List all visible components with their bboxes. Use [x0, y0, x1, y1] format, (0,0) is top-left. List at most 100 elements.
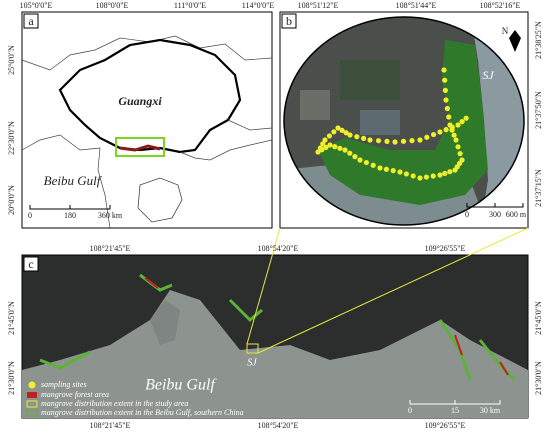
sampling-site [315, 149, 321, 155]
scale-label: 0 [28, 211, 32, 220]
scale-label: 360 km [98, 211, 123, 220]
sampling-site [337, 145, 343, 151]
sampling-site [370, 162, 376, 168]
mangrove-strip [119, 144, 161, 152]
site-label: SJ [247, 357, 257, 368]
panel-a-frame [21, 11, 273, 229]
sampling-site [417, 175, 423, 181]
sampling-site [417, 137, 423, 143]
north-arrow [509, 30, 521, 52]
sampling-site [326, 133, 333, 139]
site-label: SJ [482, 68, 494, 82]
lat-label: 21°30'0"N [7, 361, 16, 395]
scale-bar [409, 400, 501, 405]
sampling-site [343, 130, 349, 136]
border [21, 134, 101, 151]
lon-label: 108°0'0"E [96, 1, 129, 10]
connector-lines [246, 227, 529, 354]
scale-label: 15 [451, 406, 459, 415]
sampling-site [347, 150, 353, 156]
sampling-site [430, 173, 436, 179]
legend-swatch [26, 409, 38, 417]
panel-label-box [281, 13, 297, 29]
sampling-site [331, 129, 337, 135]
lat-label: 21°30'0"N [534, 361, 543, 395]
lon-label: 114°0'0"E [242, 1, 275, 10]
scale-label: 30 km [480, 406, 501, 415]
lon-label: 111°0'0"E [174, 1, 206, 10]
sampling-site [403, 171, 409, 177]
sampling-sites [315, 67, 469, 181]
sampling-site [442, 87, 448, 93]
sampling-site [457, 151, 463, 157]
legend-swatch [26, 400, 38, 408]
region-label: Guangxi [118, 94, 162, 108]
sampling-site [367, 137, 373, 143]
sampling-site [410, 173, 416, 179]
sampling-site [449, 124, 455, 130]
sampling-site [443, 127, 449, 133]
scale-label: 600 m [506, 210, 527, 219]
sampling-site [392, 139, 398, 145]
sampling-site [437, 172, 443, 178]
panel-label-box [23, 13, 39, 29]
sampling-site [423, 174, 429, 180]
sampling-site [444, 105, 450, 112]
sampling-site [400, 138, 407, 144]
lat-label: 22°30'0"N [7, 121, 16, 155]
sampling-site [354, 134, 360, 140]
sampling-site [383, 166, 389, 172]
sampling-site [443, 97, 449, 103]
scale-bar [466, 203, 524, 208]
scale-label: 300 [489, 210, 501, 219]
lat-label: 21°38'25"N [534, 21, 543, 59]
lon-label: 108°54'20"E [258, 421, 299, 430]
lon-label: 108°51'44"E [396, 1, 437, 10]
guangxi-outline [58, 38, 242, 154]
lat-label: 21°37'50"N [534, 91, 543, 129]
lon-label: 108°54'20"E [258, 244, 299, 253]
scale-label: 0 [465, 210, 469, 219]
legend-label: mangrove forest area [41, 390, 109, 399]
panel-label: a [28, 14, 34, 28]
lat-label: 21°45'0"N [534, 301, 543, 335]
sampling-site [431, 131, 437, 138]
scale-bar [29, 205, 111, 210]
sampling-site [377, 165, 383, 171]
lat-label: 21°37'15"N [534, 169, 543, 207]
sampling-site [375, 138, 382, 144]
sampling-site [463, 115, 469, 121]
sampling-site [327, 142, 333, 148]
sampling-site [397, 169, 403, 175]
sampling-site [332, 144, 338, 150]
sampling-site [363, 159, 369, 166]
lat-label: 25°0'0"N [7, 45, 16, 75]
panel-label-box [23, 256, 39, 272]
sea-label: Beibu Gulf [145, 377, 217, 394]
scale-label: 0 [408, 406, 412, 415]
lon-label: 108°52'16"E [480, 1, 521, 10]
image-outline [283, 16, 525, 226]
sampling-site [352, 154, 358, 160]
sampling-site [451, 132, 457, 138]
lon-label: 109°26'55"E [425, 421, 466, 430]
sampling-site [455, 144, 461, 150]
sampling-site [459, 119, 465, 125]
sampling-site [323, 144, 329, 150]
lon-label: 108°21'45"E [90, 421, 131, 430]
sea-label: Beibu Gulf [44, 173, 103, 188]
legend-label: mangrove distribution extent in the Beib… [41, 408, 244, 417]
study-area-box [246, 343, 259, 354]
lat-label: 20°0'0"N [7, 185, 16, 215]
legend-swatch [27, 392, 37, 398]
sea-area [22, 290, 528, 418]
scale-label: 180 [64, 211, 76, 220]
sampling-site [317, 145, 323, 151]
sampling-site [446, 114, 452, 120]
bay [150, 300, 180, 345]
panel-label: c [28, 257, 33, 271]
lon-label: 108°21'45"E [90, 244, 131, 253]
north-label: N [502, 26, 509, 36]
sampling-site [347, 132, 353, 138]
sampling-site [452, 167, 458, 173]
